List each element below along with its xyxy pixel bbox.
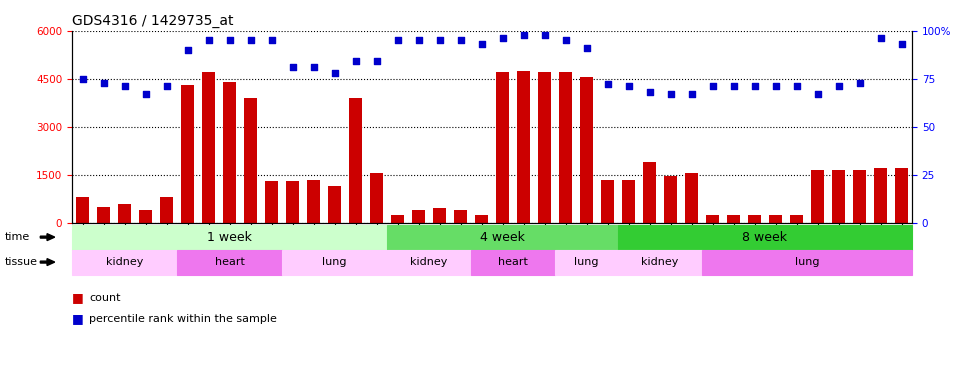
Point xyxy=(474,41,490,47)
Point xyxy=(264,37,279,43)
Bar xyxy=(97,207,110,223)
Bar xyxy=(159,197,174,223)
Text: lung: lung xyxy=(574,257,599,267)
Point xyxy=(705,83,720,89)
Point xyxy=(390,37,405,43)
Bar xyxy=(327,186,342,223)
Point xyxy=(662,91,678,97)
Bar xyxy=(370,173,383,223)
Point xyxy=(894,41,909,47)
Point xyxy=(369,58,384,65)
Bar xyxy=(642,162,657,223)
Point xyxy=(558,37,573,43)
Point xyxy=(432,37,447,43)
Bar xyxy=(727,215,740,223)
Bar xyxy=(810,170,825,223)
Text: ■: ■ xyxy=(72,291,84,304)
Text: 4 week: 4 week xyxy=(480,231,525,243)
Bar xyxy=(516,71,530,223)
Bar xyxy=(265,181,278,223)
Text: ■: ■ xyxy=(72,312,84,325)
Text: GDS4316 / 1429735_at: GDS4316 / 1429735_at xyxy=(72,14,233,28)
Bar xyxy=(580,77,593,223)
Bar xyxy=(895,168,908,223)
Bar xyxy=(831,170,846,223)
Bar xyxy=(118,204,132,223)
Bar xyxy=(684,173,698,223)
Bar xyxy=(454,210,468,223)
Bar xyxy=(348,98,362,223)
Text: percentile rank within the sample: percentile rank within the sample xyxy=(89,314,277,324)
Bar xyxy=(138,210,153,223)
Point xyxy=(201,37,216,43)
Point xyxy=(621,83,636,89)
Bar xyxy=(223,82,236,223)
Point xyxy=(158,83,174,89)
Point xyxy=(411,37,426,43)
Point xyxy=(830,83,846,89)
Point xyxy=(285,64,300,70)
Point xyxy=(768,83,783,89)
Point xyxy=(579,45,594,51)
Text: kidney: kidney xyxy=(410,257,447,267)
Point xyxy=(117,83,132,89)
Point xyxy=(684,91,699,97)
Text: heart: heart xyxy=(498,257,528,267)
Point xyxy=(642,89,658,95)
Point xyxy=(180,47,195,53)
Bar xyxy=(306,180,321,223)
Bar xyxy=(495,72,510,223)
Point xyxy=(96,79,111,86)
Bar xyxy=(852,170,866,223)
Bar xyxy=(622,180,636,223)
Bar xyxy=(244,98,257,223)
Point xyxy=(747,83,762,89)
Bar xyxy=(180,85,194,223)
Point xyxy=(243,37,258,43)
Point xyxy=(600,81,615,88)
Text: 1 week: 1 week xyxy=(207,231,252,243)
Bar xyxy=(202,72,215,223)
Text: count: count xyxy=(89,293,121,303)
Point xyxy=(789,83,804,89)
Bar xyxy=(559,72,572,223)
Text: kidney: kidney xyxy=(641,257,679,267)
Point xyxy=(348,58,363,65)
Point xyxy=(852,79,867,86)
Bar xyxy=(391,215,404,223)
Bar xyxy=(474,215,489,223)
Text: kidney: kidney xyxy=(106,257,143,267)
Bar xyxy=(874,168,887,223)
Bar xyxy=(706,215,719,223)
Bar xyxy=(76,197,89,223)
Point xyxy=(222,37,237,43)
Point xyxy=(326,70,342,76)
Bar xyxy=(769,215,782,223)
Point xyxy=(306,64,322,70)
Bar xyxy=(286,181,300,223)
Point xyxy=(810,91,826,97)
Point xyxy=(138,91,154,97)
Text: lung: lung xyxy=(795,257,819,267)
Point xyxy=(453,37,468,43)
Bar xyxy=(538,72,551,223)
Point xyxy=(726,83,741,89)
Text: 8 week: 8 week xyxy=(742,231,787,243)
Text: heart: heart xyxy=(215,257,245,267)
Point xyxy=(537,31,552,38)
Bar xyxy=(433,208,446,223)
Bar xyxy=(412,210,425,223)
Text: tissue: tissue xyxy=(5,257,37,267)
Text: lung: lung xyxy=(323,257,347,267)
Bar xyxy=(663,176,678,223)
Point xyxy=(516,31,531,38)
Point xyxy=(873,35,888,41)
Text: time: time xyxy=(5,232,30,242)
Bar xyxy=(601,180,614,223)
Bar xyxy=(748,215,761,223)
Bar xyxy=(790,215,804,223)
Point xyxy=(494,35,510,41)
Point xyxy=(75,76,90,82)
